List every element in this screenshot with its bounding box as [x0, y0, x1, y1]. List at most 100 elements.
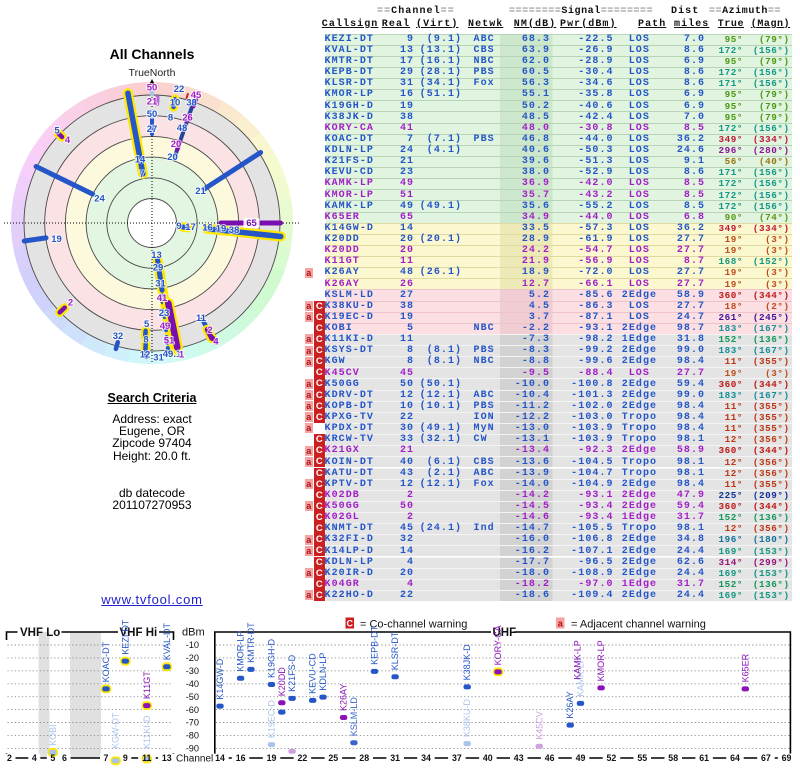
svg-text:K38JK-D: K38JK-D [462, 644, 472, 681]
svg-text:13: 13 [151, 250, 162, 261]
svg-text:KAMK-LP: KAMK-LP [576, 657, 586, 697]
svg-text:K26AY: K26AY [565, 691, 575, 718]
svg-text:14: 14 [135, 155, 146, 166]
svg-text:52: 52 [607, 753, 617, 763]
svg-text:9: 9 [176, 221, 181, 232]
svg-text:38: 38 [186, 98, 197, 109]
svg-text:KMOR-LP: KMOR-LP [236, 631, 246, 672]
svg-text:13: 13 [162, 753, 172, 763]
svg-text:38: 38 [229, 225, 240, 236]
svg-text:KOBI: KOBI [48, 724, 58, 746]
svg-text:K26AY: K26AY [339, 684, 349, 711]
svg-text:-40: -40 [186, 679, 199, 689]
svg-text:65: 65 [246, 218, 257, 229]
svg-text:VHF Hi: VHF Hi [120, 627, 158, 639]
svg-text:8: 8 [168, 113, 173, 124]
svg-text:K11KI-D: K11KI-D [142, 715, 152, 749]
svg-text:KSLM-LD: KSLM-LD [349, 697, 359, 737]
svg-text:8: 8 [143, 335, 148, 346]
svg-text:K38KU-D: K38KU-D [462, 699, 472, 738]
svg-text:5: 5 [144, 319, 150, 330]
svg-text:KEZI-DT: KEZI-DT [120, 619, 130, 655]
svg-text:4: 4 [65, 135, 71, 146]
svg-text:16: 16 [202, 222, 213, 233]
svg-text:7: 7 [139, 169, 144, 180]
svg-text:KAMK-LP: KAMK-LP [573, 640, 583, 680]
svg-text:-90: -90 [186, 744, 199, 754]
svg-text:KGW-DT: KGW-DT [111, 712, 121, 749]
svg-text:-80: -80 [186, 731, 199, 741]
svg-text:61: 61 [699, 753, 709, 763]
svg-text:-60: -60 [186, 705, 199, 715]
svg-text:7: 7 [104, 753, 109, 763]
svg-text:K19GH-D: K19GH-D [267, 638, 277, 678]
svg-text:31: 31 [155, 279, 166, 290]
svg-text:34: 34 [421, 753, 431, 763]
svg-text:64: 64 [730, 753, 740, 763]
svg-text:23: 23 [159, 308, 170, 319]
svg-text:49: 49 [576, 753, 586, 763]
svg-text:50: 50 [147, 83, 158, 94]
svg-text:K20DD: K20DD [277, 667, 287, 697]
svg-text:29: 29 [153, 263, 164, 274]
svg-text:58: 58 [668, 753, 678, 763]
svg-text:67: 67 [761, 753, 771, 763]
svg-text:32: 32 [113, 331, 124, 342]
svg-text:11: 11 [196, 313, 207, 324]
svg-text:31: 31 [153, 353, 164, 364]
svg-text:KEPB-DT: KEPB-DT [370, 625, 380, 665]
svg-text:KOAC-DT: KOAC-DT [101, 641, 111, 682]
svg-text:5: 5 [50, 753, 55, 763]
svg-text:C: C [346, 619, 353, 629]
svg-text:40: 40 [483, 753, 493, 763]
svg-text:KMOR-LP: KMOR-LP [596, 640, 606, 681]
svg-text:14: 14 [215, 753, 225, 763]
svg-text:31: 31 [390, 753, 400, 763]
svg-text:2: 2 [68, 298, 73, 309]
svg-text:2: 2 [207, 325, 212, 336]
svg-text:Channel: Channel [176, 753, 213, 764]
svg-text:25: 25 [328, 753, 338, 763]
svg-text:19: 19 [267, 753, 277, 763]
svg-text:9: 9 [123, 753, 128, 763]
svg-text:43: 43 [514, 753, 524, 763]
svg-text:KEVU-CD: KEVU-CD [308, 653, 318, 694]
svg-text:-70: -70 [186, 718, 199, 728]
svg-text:KORY-CA: KORY-CA [493, 625, 503, 665]
svg-text:49: 49 [160, 321, 171, 332]
svg-text:21: 21 [195, 186, 206, 197]
svg-text:KMTR-DT: KMTR-DT [246, 622, 256, 663]
svg-text:37: 37 [452, 753, 462, 763]
svg-text:17: 17 [185, 222, 196, 233]
svg-text:-10: -10 [186, 640, 199, 650]
svg-text:KLSR-DT: KLSR-DT [390, 631, 400, 670]
svg-text:10: 10 [170, 98, 181, 109]
svg-text:K11GT: K11GT [142, 671, 152, 699]
svg-text:= Adjacent channel warning: = Adjacent channel warning [571, 619, 706, 631]
svg-text:26: 26 [182, 113, 193, 124]
svg-text:K14GW-D: K14GW-D [215, 658, 225, 699]
svg-text:41: 41 [157, 293, 168, 304]
svg-text:20: 20 [171, 139, 182, 150]
svg-text:1: 1 [179, 350, 185, 361]
svg-text:2: 2 [7, 753, 12, 763]
svg-text:5: 5 [54, 126, 60, 137]
svg-text:K19EC-D: K19EC-D [267, 700, 277, 739]
svg-text:48: 48 [177, 123, 188, 134]
svg-text:50: 50 [147, 109, 158, 120]
svg-text:22: 22 [298, 753, 308, 763]
svg-text:46: 46 [545, 753, 555, 763]
svg-text:49.1: 49.1 [163, 349, 182, 360]
svg-text:6: 6 [62, 753, 67, 763]
svg-text:UHF: UHF [493, 627, 517, 639]
svg-text:-20: -20 [186, 653, 199, 663]
svg-text:16: 16 [236, 753, 246, 763]
svg-text:24: 24 [94, 194, 105, 205]
svg-text:22: 22 [174, 84, 185, 95]
svg-text:19: 19 [216, 224, 227, 235]
svg-text:11: 11 [142, 753, 151, 763]
svg-text:-50: -50 [186, 692, 199, 702]
svg-text:19: 19 [51, 234, 62, 245]
svg-text:K21FS-D: K21FS-D [287, 654, 297, 692]
svg-text:12: 12 [140, 350, 151, 361]
